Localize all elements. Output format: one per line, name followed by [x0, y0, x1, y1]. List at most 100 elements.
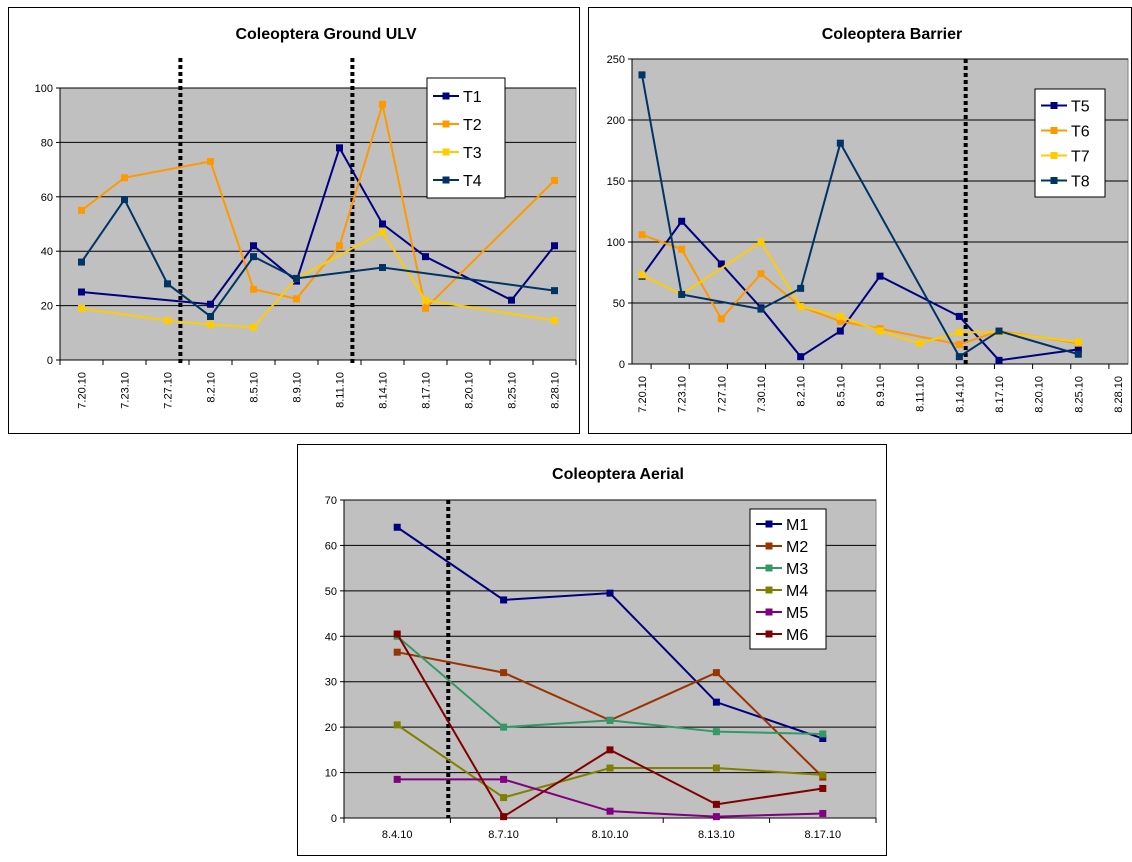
- legend-label: T6: [1071, 124, 1090, 141]
- legend-label: M2: [786, 539, 808, 556]
- y-tick-label: 0: [47, 355, 53, 367]
- data-point-t2: [78, 206, 85, 214]
- data-point-m4: [712, 764, 720, 772]
- chart-ground-ulv: Coleoptera Ground ULV 0 20 40 60 80 100 7.20.10…: [8, 7, 580, 434]
- data-point-m5: [712, 813, 720, 821]
- data-point-m6: [393, 630, 401, 638]
- x-tick-label: 8.14.10: [954, 376, 966, 413]
- y-tick-label: 40: [41, 246, 53, 258]
- legend-label: M5: [786, 605, 808, 622]
- data-point-t6: [757, 270, 765, 278]
- data-point-t1: [207, 300, 214, 308]
- y-tick-label: 50: [325, 586, 337, 598]
- legend-label: M6: [786, 627, 808, 644]
- y-tick-label: 150: [607, 176, 625, 188]
- chart-barrier: Coleoptera Barrier 0 50 100 150 200 250 7.20.10…: [588, 7, 1132, 434]
- data-point-t1: [379, 220, 386, 228]
- x-tick-label: 8.13.10: [698, 829, 735, 841]
- data-point-t4: [121, 196, 128, 204]
- legend-swatch-marker: [765, 520, 773, 528]
- data-point-m6: [819, 784, 827, 792]
- series-line-t3: [81, 230, 555, 329]
- data-point-m6: [500, 813, 508, 821]
- data-point-m6: [712, 800, 720, 808]
- data-point-m5: [606, 807, 614, 815]
- chart-aerial-svg: Coleoptera Aerial 0 10 20 30 40 50 60 70 8.4.10 8.…: [325, 466, 877, 841]
- x-tick-label: 8.11.10: [335, 372, 347, 408]
- y-tick-label: 20: [41, 301, 53, 313]
- x-tick-label: 8.5.10: [835, 376, 847, 407]
- data-point-t8: [638, 71, 646, 79]
- legend-box: [749, 508, 827, 650]
- chart-aerial: Coleoptera Aerial 0 10 20 30 40 50 60 70 8.4.10 8.…: [297, 444, 887, 856]
- data-point-t5: [876, 272, 884, 280]
- data-point-t4: [293, 274, 300, 282]
- data-point-t1: [78, 288, 85, 296]
- data-point-m4: [819, 771, 827, 779]
- legend-swatch-marker: [765, 608, 773, 616]
- data-point-t3: [250, 323, 257, 331]
- y-tick-label: 100: [35, 83, 53, 95]
- x-tick-label: 8.20.10: [464, 372, 476, 409]
- series-line-t6: [641, 233, 1079, 346]
- x-tick-label: 8.17.10: [421, 372, 433, 409]
- x-tick-label: 8.2.10: [796, 376, 808, 407]
- y-tick-label: 80: [41, 137, 53, 149]
- data-point-m1: [500, 596, 508, 604]
- data-point-t2: [422, 304, 429, 312]
- data-point-t8: [995, 327, 1003, 335]
- legend-swatch-marker: [765, 630, 773, 638]
- data-point-t4: [551, 287, 558, 295]
- legend-swatch-marker: [1050, 152, 1058, 159]
- data-point-m4: [500, 794, 508, 802]
- legend-label: M3: [786, 561, 808, 578]
- data-point-t6: [955, 340, 963, 348]
- data-point-t5: [797, 353, 805, 361]
- data-point-t1: [250, 242, 257, 250]
- legend-swatch-marker: [442, 120, 450, 128]
- legend-swatch-marker: [442, 148, 450, 156]
- y-tick-label: 200: [607, 115, 625, 127]
- legend-swatch-marker: [1050, 102, 1058, 109]
- legend-swatch-marker: [765, 564, 773, 572]
- data-point-t2: [551, 176, 558, 184]
- x-tick-label: 7.30.10: [756, 376, 768, 413]
- legend-swatch-marker: [442, 92, 450, 100]
- data-point-m1: [819, 735, 827, 742]
- x-tick-label: 8.28.10: [550, 372, 562, 409]
- data-point-t3: [164, 317, 171, 325]
- x-tick-label: 8.4.10: [382, 829, 413, 841]
- data-point-t8: [797, 284, 805, 292]
- x-tick-label: 7.23.10: [677, 376, 689, 413]
- data-point-t3: [78, 304, 85, 312]
- data-point-t5: [717, 260, 725, 268]
- legend-label: T1: [463, 89, 482, 106]
- x-tick-label: 8.2.10: [206, 372, 218, 403]
- x-tick-label: 8.9.10: [292, 372, 304, 403]
- legend-label: T5: [1071, 99, 1090, 116]
- series-line-t7: [641, 240, 1079, 345]
- y-tick-label: 60: [325, 540, 337, 552]
- data-point-m2: [500, 669, 508, 677]
- data-point-m3: [819, 730, 827, 738]
- data-point-t6: [836, 317, 844, 325]
- data-point-t8: [678, 290, 686, 298]
- x-tick-label: 7.27.10: [163, 372, 175, 409]
- x-tick-label: 8.20.10: [1034, 376, 1046, 413]
- chart-barrier-svg: Coleoptera Barrier 0 50 100 150 200 250 7.20.10…: [607, 26, 1129, 413]
- y-tick-label: 0: [619, 359, 625, 371]
- x-tick-label: 8.10.10: [592, 829, 629, 841]
- x-tick-label: 7.27.10: [716, 376, 728, 413]
- x-tick-label: 8.28.10: [1113, 376, 1125, 413]
- x-tick-label: 8.17.10: [994, 376, 1006, 413]
- x-tick-label: 8.25.10: [1073, 376, 1085, 413]
- data-point-t8: [955, 353, 963, 361]
- data-point-t4: [164, 280, 171, 288]
- y-tick-label: 60: [41, 192, 53, 204]
- data-point-m5: [500, 775, 508, 783]
- data-point-m2: [393, 648, 401, 656]
- data-point-t2: [121, 174, 128, 182]
- y-tick-label: 20: [325, 722, 337, 734]
- data-point-t7: [638, 271, 646, 279]
- y-tick-label: 100: [607, 237, 625, 249]
